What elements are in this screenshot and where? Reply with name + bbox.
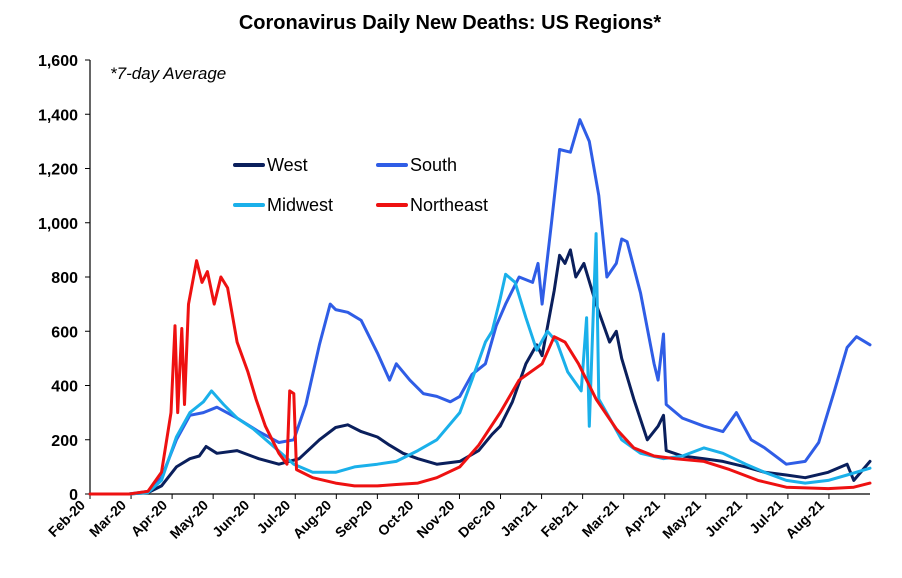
series-line-midwest [88,232,872,496]
x-tick-label: Mar-20 [86,497,129,540]
x-tick-label: Sep-20 [332,497,376,541]
x-tick-label: Aug-21 [782,497,827,542]
x-tick-label: May-21 [659,497,704,542]
x-tick-label: Feb-21 [538,497,581,540]
x-tick-label: Jul-20 [253,497,293,537]
x-tick-label: Jun-20 [209,497,252,540]
series-line-west [88,248,872,496]
x-tick-label: Apr-21 [620,497,663,540]
series-line-south [88,118,872,496]
x-tick-label: May-20 [166,497,211,542]
y-axis: 0 200 400 600 800 1,000 1,200 1,400 1,600 [38,53,91,504]
x-tick-label: Jan-21 [497,497,540,540]
x-tick-label: Jun-21 [702,497,745,540]
y-tick-label: 200 [51,433,78,450]
series-line-northeast [88,259,872,496]
x-tick-label: Dec-20 [455,497,499,541]
series-layer [88,118,872,496]
chart-title: Coronavirus Daily New Deaths: US Regions… [239,12,662,34]
legend-label-midwest: Midwest [267,195,333,215]
y-tick-label: 1,600 [38,53,78,70]
y-tick-label: 400 [51,379,78,396]
x-tick-label: Aug-20 [290,497,335,542]
x-tick-label: Mar-21 [579,497,622,540]
y-tick-label: 600 [51,324,78,341]
x-tick-label: Feb-20 [45,497,88,540]
chart-annotation: *7-day Average [110,64,226,83]
x-tick-label: Oct-20 [374,497,416,539]
y-tick-label: 1,000 [38,216,78,233]
y-tick-label: 1,200 [38,162,78,179]
y-tick-label: 800 [51,270,78,287]
x-tick-label: Jul-21 [746,497,786,537]
y-tick-label: 1,400 [38,107,78,124]
legend: West South Midwest Northeast [233,155,488,215]
legend-label-west: West [267,155,308,175]
legend-label-northeast: Northeast [410,195,488,215]
legend-label-south: South [410,155,457,175]
y-tick-label: 0 [69,487,78,504]
x-tick-label: Apr-20 [128,497,171,540]
x-tick-label: Nov-20 [413,497,457,541]
